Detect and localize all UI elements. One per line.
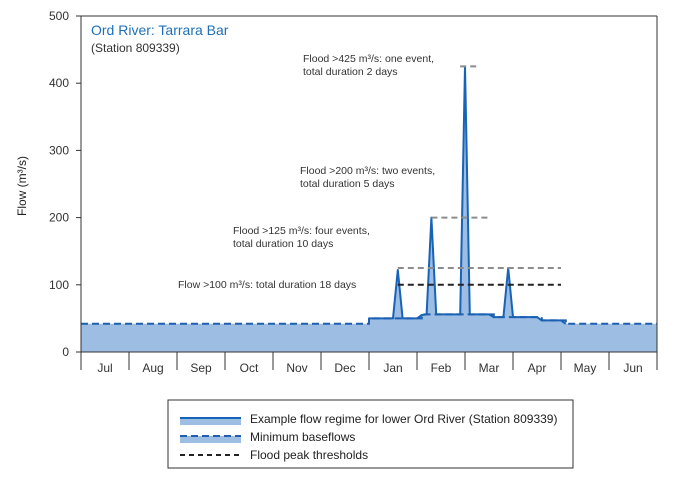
x-tick-label: Dec <box>334 361 355 375</box>
x-tick-label: Jan <box>383 361 402 375</box>
y-tick-label: 300 <box>49 143 69 157</box>
y-tick-label: 200 <box>49 211 69 225</box>
x-tick-label: Apr <box>528 361 547 375</box>
y-tick-label: 500 <box>49 9 69 23</box>
legend: Example flow regime for lower Ord River … <box>167 399 574 469</box>
y-axis-label: Flow (m³/s) <box>15 156 29 216</box>
chart-subtitle: (Station 809339) <box>91 41 180 55</box>
flow-area-group <box>81 66 657 353</box>
annotation-text: total duration 5 days <box>300 178 395 190</box>
chart-title: Ord River: Tarrara Bar <box>91 22 229 38</box>
legend-swatch-baseflow-area <box>180 436 241 443</box>
x-tick-label: May <box>574 361 597 375</box>
y-tick-label: 100 <box>49 278 69 292</box>
x-tick-label: Jun <box>623 361 642 375</box>
lines-group <box>81 65 657 325</box>
x-tick-label: Oct <box>240 361 259 375</box>
flow-area <box>81 66 657 353</box>
annotation-text: Flood >425 m³/s: one event, <box>303 53 434 65</box>
annotation-text: total duration 10 days <box>233 238 333 250</box>
text-group: Ord River: Tarrara Bar (Station 809339) … <box>15 22 229 216</box>
x-tick-label: Sep <box>190 361 212 375</box>
legend-item-label: Flood peak thresholds <box>250 448 368 462</box>
legend-box <box>167 399 574 469</box>
x-tick-label: Nov <box>286 361 307 375</box>
y-tick-label: 0 <box>62 345 69 359</box>
x-tick-label: Mar <box>479 361 500 375</box>
legend-item-label: Minimum baseflows <box>250 430 355 444</box>
x-tick-label: Feb <box>431 361 452 375</box>
annotation-text: total duration 2 days <box>303 66 398 78</box>
baseflow-line <box>81 313 657 325</box>
x-tick-label: Jul <box>97 361 112 375</box>
annotations-group: Flood >425 m³/s: one event,total duratio… <box>178 53 435 291</box>
x-tick-label: Aug <box>142 361 163 375</box>
axes-group: 0 100 200 300 400 500 Jul Aug Sep Oct Nov Dec Jan Feb… <box>49 9 658 375</box>
legend-swatch-flow-area <box>180 418 241 425</box>
legend-item-label: Example flow regime for lower Ord River … <box>250 412 557 426</box>
annotation-text: Flood >125 m³/s: four events, <box>233 225 370 237</box>
annotation-text: Flow >100 m³/s: total duration 18 days <box>178 279 356 291</box>
annotation-text: Flood >200 m³/s: two events, <box>300 165 435 177</box>
y-tick-label: 400 <box>49 76 69 90</box>
